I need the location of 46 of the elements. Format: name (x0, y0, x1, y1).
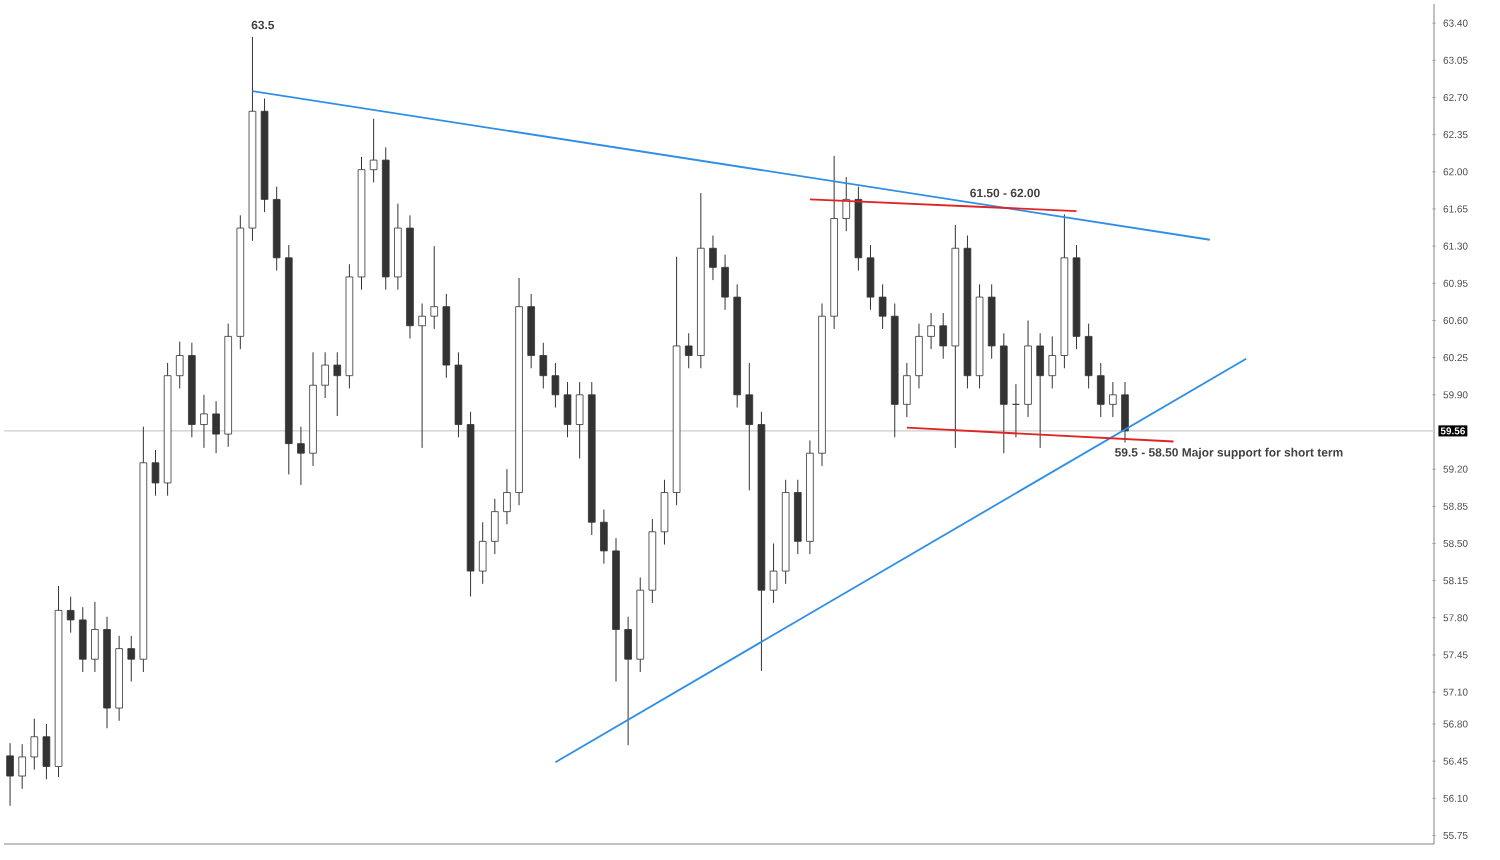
candlestick (575, 381, 584, 460)
candlestick (745, 362, 754, 491)
candlestick (866, 244, 875, 311)
candlestick (78, 606, 87, 673)
candlestick (1121, 381, 1129, 444)
candlestick (842, 176, 851, 232)
candlestick (1084, 323, 1093, 389)
candlestick (600, 508, 608, 565)
candlestick (151, 449, 160, 497)
candlestick (333, 351, 342, 417)
candlestick (927, 312, 935, 350)
candlestick (200, 394, 208, 449)
candlestick (175, 341, 184, 389)
candlestick (321, 351, 329, 399)
candlestick (30, 718, 39, 771)
candlestick (939, 312, 947, 360)
candlestick (915, 323, 923, 389)
candlestick (1109, 381, 1117, 418)
candlestick (551, 362, 560, 409)
candlestick (42, 723, 51, 780)
candlestick (709, 235, 717, 281)
candlestick (91, 601, 99, 673)
candlestick (769, 542, 778, 604)
candlestick (297, 426, 305, 486)
candlestick (624, 616, 632, 746)
candlestick (660, 479, 669, 546)
candlestick (684, 332, 693, 369)
candlestick (478, 521, 487, 585)
candlestick (66, 596, 75, 634)
candlestick (878, 283, 887, 330)
candlestick (430, 245, 439, 330)
candlestick (369, 118, 378, 183)
candlestick (563, 381, 572, 438)
candlestick (721, 254, 729, 311)
candlestick (6, 742, 14, 807)
candlestick (539, 342, 548, 389)
candlestick (1048, 335, 1057, 389)
candlestick (1036, 332, 1044, 449)
candlestick (1096, 362, 1105, 418)
candlestick (418, 302, 426, 449)
candlestick (491, 498, 499, 555)
candlestick (903, 362, 911, 418)
candlestick (127, 635, 136, 683)
candlestick (503, 468, 511, 525)
candlestick (212, 400, 220, 454)
candlestick (18, 743, 26, 790)
